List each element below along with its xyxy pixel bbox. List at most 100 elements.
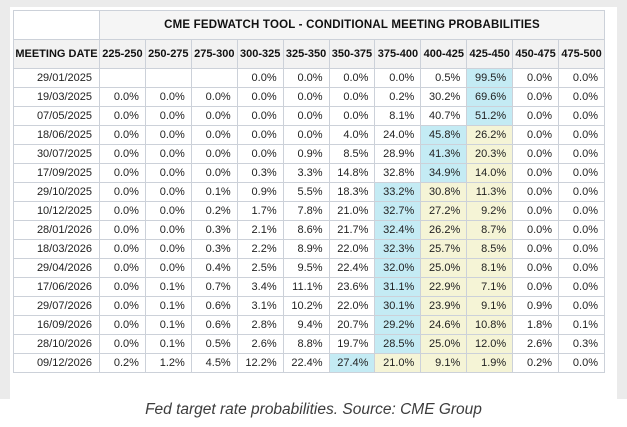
probability-cell: 0.0% <box>512 258 560 278</box>
probability-cell: 5.5% <box>282 182 330 202</box>
table-row: 19/03/2025 0.0% 0.0% 0.0% 0.0% 0.0% 0.0% 0.2% 30… <box>13 87 605 107</box>
probability-cell: 0.0% <box>558 68 605 88</box>
probability-cell: 27.2% <box>420 201 468 221</box>
probability-cell: 0.0% <box>144 144 192 164</box>
probability-cell: 0.3% <box>190 239 238 259</box>
probability-cell: 0.0% <box>282 87 330 107</box>
probability-cell: 0.9% <box>236 182 284 202</box>
probability-cell: 19.7% <box>328 334 376 354</box>
probability-cell: 20.3% <box>466 144 514 164</box>
probability-cell: 32.4% <box>374 220 422 240</box>
probability-cell: 0.0% <box>558 239 605 259</box>
probability-cell: 29.2% <box>374 315 422 335</box>
probability-cell: 0.0% <box>99 239 146 259</box>
table-row: 10/12/2025 0.0% 0.0% 0.2% 1.7% 7.8% 21.0% 32.7%… <box>13 201 605 221</box>
fedwatch-screenshot-background: CME FEDWATCH TOOL - CONDITIONAL MEETING … <box>0 0 627 399</box>
probability-cell: 25.0% <box>420 334 468 354</box>
rate-range-header: 400-425 <box>420 39 468 69</box>
probability-cell: 4.5% <box>190 353 238 373</box>
probability-cell: 0.0% <box>99 87 146 107</box>
meeting-date-cell: 28/10/2026 <box>13 334 100 354</box>
probability-cell: 0.1% <box>144 334 192 354</box>
probability-cell: 27.4% <box>328 353 376 373</box>
probability-cell: 8.5% <box>466 239 514 259</box>
probability-cell: 99.5% <box>466 68 514 88</box>
probability-cell: 0.0% <box>144 87 192 107</box>
table-row: 17/06/2026 0.0% 0.1% 0.7% 3.4% 11.1% 23.6% 31.1… <box>13 277 605 297</box>
probability-cell: 0.1% <box>558 315 605 335</box>
meeting-date-cell: 07/05/2025 <box>13 106 100 126</box>
probability-cell: 20.7% <box>328 315 376 335</box>
probability-cell: 69.6% <box>466 87 514 107</box>
probability-cell: 2.1% <box>236 220 284 240</box>
probability-table: CME FEDWATCH TOOL - CONDITIONAL MEETING … <box>13 10 605 373</box>
probability-cell: 0.0% <box>512 201 560 221</box>
probability-cell: 3.3% <box>282 163 330 183</box>
probability-cell: 0.3% <box>558 334 605 354</box>
meeting-date-cell: 10/12/2025 <box>13 201 100 221</box>
probability-cell: 22.0% <box>328 239 376 259</box>
probability-cell: 0.0% <box>99 334 146 354</box>
table-row: 18/06/2025 0.0% 0.0% 0.0% 0.0% 0.0% 4.0% 24.0% 4… <box>13 125 605 145</box>
meeting-date-cell: 09/12/2026 <box>13 353 100 373</box>
probability-cell: 2.6% <box>236 334 284 354</box>
probability-cell: 9.2% <box>466 201 514 221</box>
probability-cell: 9.1% <box>420 353 468 373</box>
probability-cell: 0.0% <box>99 315 146 335</box>
probability-cell: 1.7% <box>236 201 284 221</box>
probability-cell: 0.0% <box>99 277 146 297</box>
probability-cell: 14.0% <box>466 163 514 183</box>
meeting-date-cell: 19/03/2025 <box>13 87 100 107</box>
table-row: 30/07/2025 0.0% 0.0% 0.0% 0.0% 0.9% 8.5% 28.9% 4… <box>13 144 605 164</box>
probability-cell: 9.1% <box>466 296 514 316</box>
probability-cell: 0.5% <box>420 68 468 88</box>
column-header-row: MEETING DATE 225-250 250-275 275-300 300-32… <box>13 39 605 69</box>
table-row: 28/01/2026 0.0% 0.0% 0.3% 2.1% 8.6% 21.7% 32.4%… <box>13 220 605 240</box>
rate-range-header: 250-275 <box>144 39 192 69</box>
rate-range-header: 350-375 <box>328 39 376 69</box>
probability-cell: 7.8% <box>282 201 330 221</box>
probability-cell: 8.8% <box>282 334 330 354</box>
probability-cell: 0.0% <box>236 125 284 145</box>
probability-cell: 40.7% <box>420 106 468 126</box>
probability-cell: 25.7% <box>420 239 468 259</box>
probability-cell: 0.0% <box>512 68 560 88</box>
probability-cell: 30.2% <box>420 87 468 107</box>
probability-cell: 0.0% <box>558 182 605 202</box>
probability-cell: 0.0% <box>99 106 146 126</box>
probability-cell: 0.0% <box>512 125 560 145</box>
fedwatch-panel: CME FEDWATCH TOOL - CONDITIONAL MEETING … <box>10 7 617 399</box>
probability-cell: 0.0% <box>144 163 192 183</box>
probability-cell: 32.3% <box>374 239 422 259</box>
probability-cell: 10.8% <box>466 315 514 335</box>
probability-cell <box>144 68 192 88</box>
probability-cell: 23.6% <box>328 277 376 297</box>
table-body: 29/01/2025 0.0% 0.0% 0.0% 0.0% 0.5% 99.5% 0.0% 0… <box>13 68 605 373</box>
probability-cell: 0.0% <box>144 106 192 126</box>
probability-cell: 25.0% <box>420 258 468 278</box>
probability-cell: 14.8% <box>328 163 376 183</box>
probability-cell: 11.3% <box>466 182 514 202</box>
probability-cell: 0.0% <box>558 125 605 145</box>
probability-cell: 0.6% <box>190 315 238 335</box>
probability-cell: 0.0% <box>512 163 560 183</box>
probability-cell: 0.0% <box>558 144 605 164</box>
probability-cell: 24.0% <box>374 125 422 145</box>
probability-cell: 0.6% <box>190 296 238 316</box>
probability-cell: 0.0% <box>512 239 560 259</box>
probability-cell: 0.5% <box>190 334 238 354</box>
probability-cell: 24.6% <box>420 315 468 335</box>
probability-cell: 26.2% <box>420 220 468 240</box>
probability-cell: 22.0% <box>328 296 376 316</box>
probability-cell: 0.0% <box>99 144 146 164</box>
probability-cell: 0.2% <box>190 201 238 221</box>
probability-cell: 0.0% <box>328 87 376 107</box>
probability-cell: 0.0% <box>374 68 422 88</box>
probability-cell: 0.1% <box>144 277 192 297</box>
probability-cell: 2.5% <box>236 258 284 278</box>
table-row: 28/10/2026 0.0% 0.1% 0.5% 2.6% 8.8% 19.7% 28.5%… <box>13 334 605 354</box>
probability-cell: 51.2% <box>466 106 514 126</box>
probability-cell: 0.0% <box>328 106 376 126</box>
probability-cell: 12.0% <box>466 334 514 354</box>
probability-cell: 0.0% <box>236 144 284 164</box>
